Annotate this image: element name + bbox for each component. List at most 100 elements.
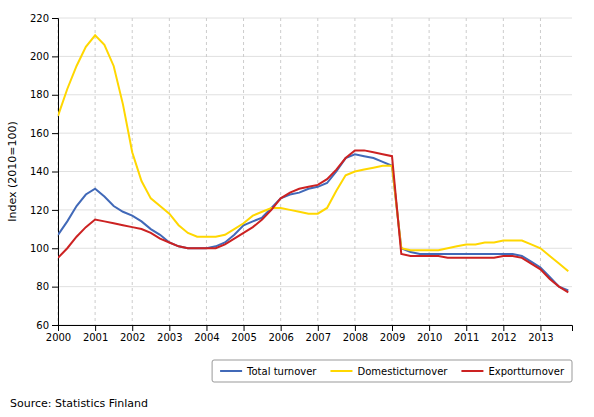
plot-area: 2000 2001 2002 2003 2004 2005 2006 2007 2008 2009… xyxy=(30,13,573,343)
tick-label: 2005 xyxy=(231,332,256,343)
tick: 2005 xyxy=(231,325,256,343)
grid-line-v xyxy=(280,18,281,325)
tick-mark xyxy=(52,172,58,173)
tick: 2003 xyxy=(157,325,182,343)
tick-mark xyxy=(95,325,96,331)
tick: 2008 xyxy=(343,325,368,343)
series-line xyxy=(58,35,568,271)
tick: 2006 xyxy=(268,325,293,343)
legend-label: Exportturnover xyxy=(488,366,564,377)
tick-mark xyxy=(169,325,170,331)
grid-line-v xyxy=(466,18,467,325)
tick-label: 2002 xyxy=(120,332,145,343)
legend: Total turnover Domesticturnover Exportturn… xyxy=(212,360,572,382)
grid-line-h xyxy=(58,133,572,134)
legend-swatch xyxy=(220,370,242,372)
tick: 2007 xyxy=(306,325,331,343)
grid-line-h xyxy=(58,286,572,287)
tick-label: 2012 xyxy=(491,332,516,343)
tick-mark xyxy=(355,325,356,331)
grid-line-h xyxy=(58,94,572,95)
grid-line-v xyxy=(95,18,96,325)
tick: 2013 xyxy=(528,325,553,343)
tick-label: 2006 xyxy=(268,332,293,343)
tick-mark xyxy=(503,325,504,331)
tick-label: 2004 xyxy=(194,332,219,343)
tick-label: 140 xyxy=(30,166,49,177)
tick-label: 2008 xyxy=(343,332,368,343)
grid-line-v xyxy=(132,18,133,325)
tick: 2004 xyxy=(194,325,219,343)
lines xyxy=(58,35,568,292)
grid-line-v xyxy=(540,18,541,325)
tick: 160 xyxy=(30,128,58,139)
legend-items: Total turnover Domesticturnover Exportturn… xyxy=(220,366,565,377)
tick-label: 80 xyxy=(36,281,49,292)
tick-mark xyxy=(466,325,467,331)
tick-mark xyxy=(318,325,319,331)
tick-label: 60 xyxy=(36,320,49,331)
y-axis-label: Index (2010=100) xyxy=(6,121,19,222)
grid xyxy=(58,18,572,325)
tick-mark xyxy=(540,325,541,331)
tick-label: 200 xyxy=(30,51,49,62)
tick-label: 2013 xyxy=(528,332,553,343)
grid-line-v xyxy=(206,18,207,325)
tick-label: 2001 xyxy=(83,332,108,343)
tick-mark xyxy=(132,325,133,331)
grid-line-h xyxy=(58,56,572,57)
series-line xyxy=(58,154,568,290)
tick-mark xyxy=(52,95,58,96)
grid-line-v xyxy=(317,18,318,325)
legend-item: Domesticturnover xyxy=(330,366,448,377)
tick-label: 2011 xyxy=(454,332,479,343)
axis-line xyxy=(52,19,59,326)
series-line xyxy=(58,150,568,292)
legend-item: Exportturnover xyxy=(461,366,564,377)
grid-line-h xyxy=(58,209,572,210)
tick: 120 xyxy=(30,205,58,216)
tick-label: 220 xyxy=(30,13,49,24)
grid-line-v xyxy=(169,18,170,325)
tick: 100 xyxy=(30,243,58,254)
legend-swatch xyxy=(330,370,352,372)
tick: 60 xyxy=(36,320,58,331)
grid-line-v xyxy=(429,18,430,325)
grid-line-h xyxy=(58,248,572,249)
tick-label: 100 xyxy=(30,243,49,254)
tick-label: 2010 xyxy=(417,332,442,343)
tick-mark xyxy=(52,287,58,288)
tick: 220 xyxy=(30,13,58,24)
tick-mark xyxy=(52,248,58,249)
legend-label: Domesticturnover xyxy=(357,366,448,377)
tick-mark xyxy=(52,56,58,57)
tick-mark xyxy=(281,325,282,331)
grid-line-h xyxy=(58,18,572,19)
tick-label: 160 xyxy=(30,128,49,139)
legend-frame xyxy=(212,360,572,382)
tick: 80 xyxy=(36,281,58,292)
tick-label: 2000 xyxy=(46,332,71,343)
tick-mark xyxy=(52,325,58,326)
tick-label: 120 xyxy=(30,205,49,216)
tick-label: 2007 xyxy=(306,332,331,343)
legend-swatch xyxy=(461,370,483,372)
tick: 200 xyxy=(30,51,58,62)
tick: 2002 xyxy=(120,325,145,343)
tick-mark xyxy=(244,325,245,331)
tick-mark xyxy=(206,325,207,331)
legend-label: Total turnover xyxy=(246,366,317,377)
tick: 2012 xyxy=(491,325,516,343)
axis-line xyxy=(59,326,573,332)
x-axis: 2000 2001 2002 2003 2004 2005 2006 2007 2008 2009… xyxy=(46,325,573,343)
tick-label: 2003 xyxy=(157,332,182,343)
grid-line-h xyxy=(58,171,572,172)
tick-mark xyxy=(392,325,393,331)
annotation: Source: Statistics Finland xyxy=(10,397,148,410)
tick: 2001 xyxy=(83,325,108,343)
tick-mark xyxy=(52,18,58,19)
tick: 2010 xyxy=(417,325,442,343)
y-axis: 6080100120140160180200220 xyxy=(30,13,59,331)
tick: 2009 xyxy=(380,325,405,343)
tick: 2000 xyxy=(46,325,71,343)
